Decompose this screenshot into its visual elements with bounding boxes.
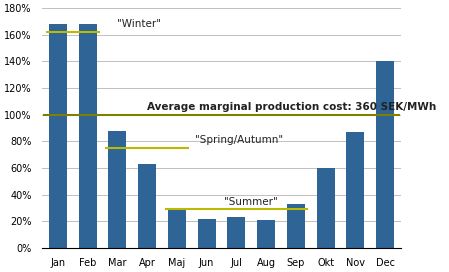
Bar: [376, 61, 394, 248]
Bar: [109, 131, 126, 248]
Bar: [49, 24, 67, 248]
Bar: [228, 217, 245, 248]
Bar: [317, 168, 335, 248]
Bar: [257, 220, 275, 248]
Text: "Winter": "Winter": [117, 20, 161, 29]
Text: "Spring/Autumn": "Spring/Autumn": [195, 135, 283, 146]
Text: Average marginal production cost: 360 SEK/MWh: Average marginal production cost: 360 SE…: [147, 102, 436, 112]
Text: "Summer": "Summer": [224, 197, 278, 207]
Bar: [168, 208, 186, 248]
Bar: [347, 132, 364, 248]
Bar: [287, 204, 305, 248]
Bar: [138, 164, 156, 248]
Bar: [198, 219, 216, 248]
Bar: [79, 24, 97, 248]
